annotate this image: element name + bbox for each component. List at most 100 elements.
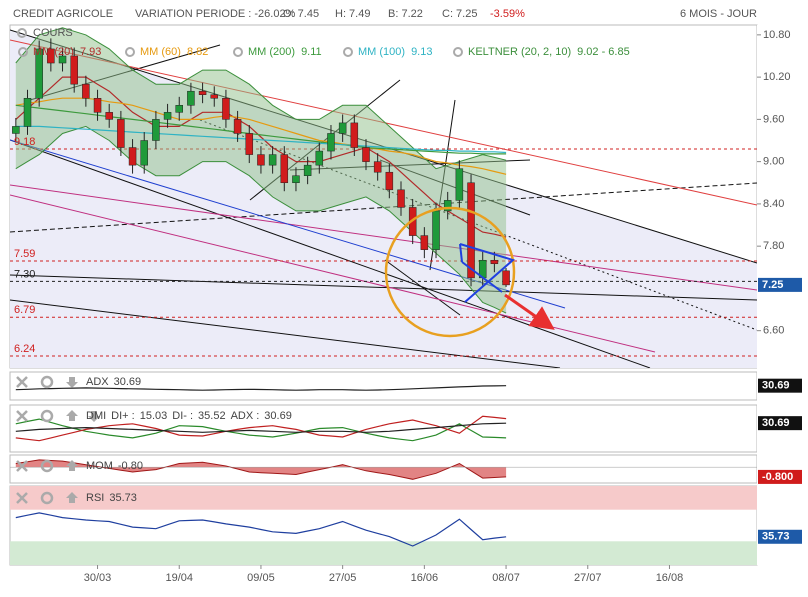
candle-body xyxy=(385,171,394,191)
panel-title-text: 35.52 xyxy=(198,410,226,422)
level-label: 7.30 xyxy=(14,268,35,280)
value-box-label: 30.69 xyxy=(762,380,790,392)
annotations xyxy=(384,206,555,338)
legend-text: 8.82 xyxy=(187,46,208,58)
candle-body xyxy=(93,97,102,113)
x-tick-label: 30/03 xyxy=(84,572,112,584)
ohlc: O: 7.45 xyxy=(283,8,319,20)
candle-body xyxy=(420,235,429,250)
panel-title-text: 30.69 xyxy=(264,410,292,422)
period: 6 MOIS - JOUR xyxy=(680,8,757,20)
trendline xyxy=(10,299,561,368)
y-tick-label: 10.20 xyxy=(763,71,791,83)
momentum-line xyxy=(15,459,507,480)
legend-text: 7.93 xyxy=(80,46,101,58)
legend-label: MM (60) 8.82 xyxy=(140,46,208,58)
y-tick-label: 7.80 xyxy=(763,240,784,252)
indicator-line xyxy=(15,422,507,433)
trendline xyxy=(10,184,757,291)
trendline xyxy=(10,182,757,233)
candle-body xyxy=(292,175,300,184)
legend-text: MM (20) xyxy=(33,46,74,58)
panel-title-text: DMI xyxy=(86,410,106,422)
legend-label: MM (20) 7.93 xyxy=(33,46,101,58)
legend-text: MM (200) xyxy=(248,46,295,58)
moving-average xyxy=(15,76,507,238)
panel-title-text: MOM xyxy=(86,460,113,472)
panel xyxy=(9,371,758,401)
triangle xyxy=(459,243,516,303)
right-axis xyxy=(757,25,807,565)
candle-body xyxy=(350,122,359,148)
y-tick-label: 10.80 xyxy=(763,29,791,41)
candle-body xyxy=(128,147,137,166)
legend-label: MM (200) 9.11 xyxy=(248,46,322,58)
candle-body xyxy=(338,122,347,134)
value-box-label: 35.73 xyxy=(762,531,790,543)
x-tick-label: 09/05 xyxy=(247,572,275,584)
candle-body xyxy=(82,83,90,99)
value-box xyxy=(758,277,802,292)
band xyxy=(10,541,757,565)
legend-text: 9.11 xyxy=(301,46,322,58)
legend-text: 9.13 xyxy=(411,46,432,58)
value-box xyxy=(758,529,802,544)
candle-body xyxy=(210,94,219,99)
panel-title-text: DI+ : xyxy=(111,410,135,422)
panel-title: MOM -0.80 xyxy=(86,460,143,472)
candle-body xyxy=(443,200,452,212)
candle-body xyxy=(105,112,113,120)
ohlc: H: 7.49 xyxy=(335,8,370,20)
y-tick-label: 6.60 xyxy=(763,325,784,337)
x-tick-label: 08/07 xyxy=(492,572,520,584)
value-box xyxy=(758,416,802,431)
panel-title-text: 15.03 xyxy=(140,410,168,422)
panel-title-text: ADX : xyxy=(231,410,260,422)
moving-average xyxy=(15,125,507,154)
candle-body xyxy=(455,168,464,201)
level-label: 6.24 xyxy=(14,343,35,355)
toolbar-icons xyxy=(16,375,100,505)
trendline xyxy=(10,274,757,301)
momentum-area xyxy=(15,459,507,480)
legend-text: 9.02 - 6.85 xyxy=(577,46,630,58)
legend-icon xyxy=(17,28,27,38)
triangle xyxy=(459,243,463,263)
candle-body xyxy=(47,48,55,64)
change: -3.59% xyxy=(490,8,525,20)
panel-title-text: 35.73 xyxy=(109,492,137,504)
value-box xyxy=(758,469,802,484)
legend-icon xyxy=(343,47,353,57)
y-tick-label: 9.00 xyxy=(763,156,784,168)
x-tick-label: 19/04 xyxy=(165,572,193,584)
legend-icon xyxy=(233,47,243,57)
candle-body xyxy=(432,210,440,250)
candle-body xyxy=(315,150,324,166)
triangle xyxy=(461,261,503,293)
candle-body xyxy=(490,259,499,265)
candle-body xyxy=(35,48,43,99)
panel-title-text: ADX xyxy=(86,376,109,388)
candle-body xyxy=(58,55,67,64)
legend-label: MM (100) 9.13 xyxy=(358,46,432,58)
candle-body xyxy=(397,189,405,208)
candle-body xyxy=(175,105,183,113)
candle-body xyxy=(163,112,172,120)
candle-body xyxy=(280,154,289,184)
candle-body xyxy=(362,147,370,162)
panel-title-text: -0.80 xyxy=(118,460,143,472)
y-tick-label: 8.40 xyxy=(763,198,784,210)
candle-body xyxy=(373,161,382,173)
x-tick-label: 27/07 xyxy=(574,572,602,584)
level-label: 6.79 xyxy=(14,304,35,316)
candle-body xyxy=(12,126,20,134)
header: CREDIT AGRICOLE VARIATION PERIODE : -26.… xyxy=(13,8,793,584)
trendline xyxy=(10,139,651,368)
level-label: 9.18 xyxy=(14,136,35,148)
legend-icon xyxy=(453,47,463,57)
candle-body xyxy=(502,270,510,286)
value-box xyxy=(758,378,802,393)
candle-body xyxy=(268,154,277,166)
value-box-label: -0.800 xyxy=(762,471,793,483)
panel-title: DMI DI+ : 15.03 DI- : 35.52 ADX : 30.69 xyxy=(86,410,292,422)
